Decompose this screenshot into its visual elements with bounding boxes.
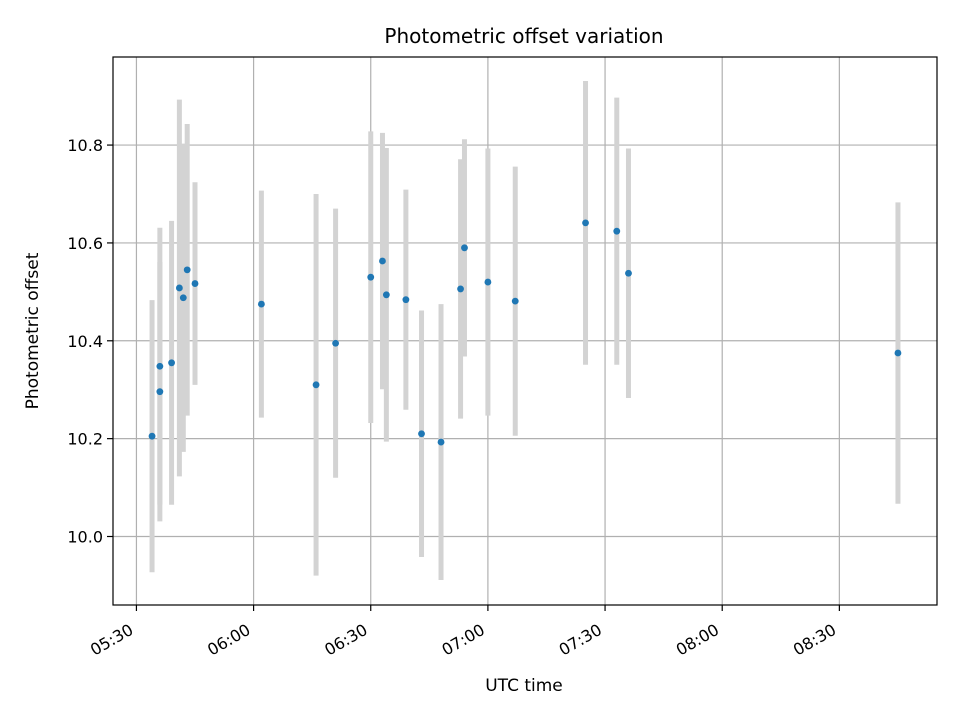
data-point — [894, 349, 902, 357]
data-point — [312, 381, 320, 389]
x-axis-label: UTC time — [485, 676, 563, 696]
data-point — [168, 359, 175, 367]
data-point — [457, 285, 464, 293]
data-point — [613, 227, 621, 235]
data-point — [484, 278, 492, 286]
data-point — [402, 296, 410, 304]
data-point — [367, 273, 375, 281]
data-point — [156, 388, 164, 396]
y-axis-ticks: 10.0 10.2 10.4 10.6 10.8 — [67, 136, 113, 547]
y-tick-label: 10.6 — [67, 234, 103, 253]
data-point — [179, 294, 187, 302]
data-point — [582, 219, 589, 227]
data-point — [382, 291, 390, 299]
plot-area-frame — [112, 56, 938, 606]
data-point — [183, 266, 191, 274]
y-tick-label: 10.8 — [67, 136, 103, 155]
y-axis-label: Photometric offset — [23, 252, 43, 409]
y-tick-label: 10.0 — [67, 528, 103, 547]
y-tick-label: 10.2 — [67, 430, 103, 449]
data-point — [418, 430, 425, 438]
data-point — [625, 269, 632, 277]
chart-title: Photometric offset variation — [384, 24, 663, 48]
data-point — [332, 339, 339, 347]
data-point — [156, 362, 164, 370]
data-point — [257, 300, 265, 308]
data-point — [148, 432, 156, 440]
data-point — [175, 284, 183, 292]
data-point — [191, 280, 199, 287]
data-point — [379, 257, 386, 265]
data-point — [511, 297, 519, 305]
data-point — [461, 244, 468, 252]
data-points — [148, 219, 902, 446]
y-tick-label: 10.4 — [67, 332, 103, 351]
data-point — [437, 438, 445, 446]
